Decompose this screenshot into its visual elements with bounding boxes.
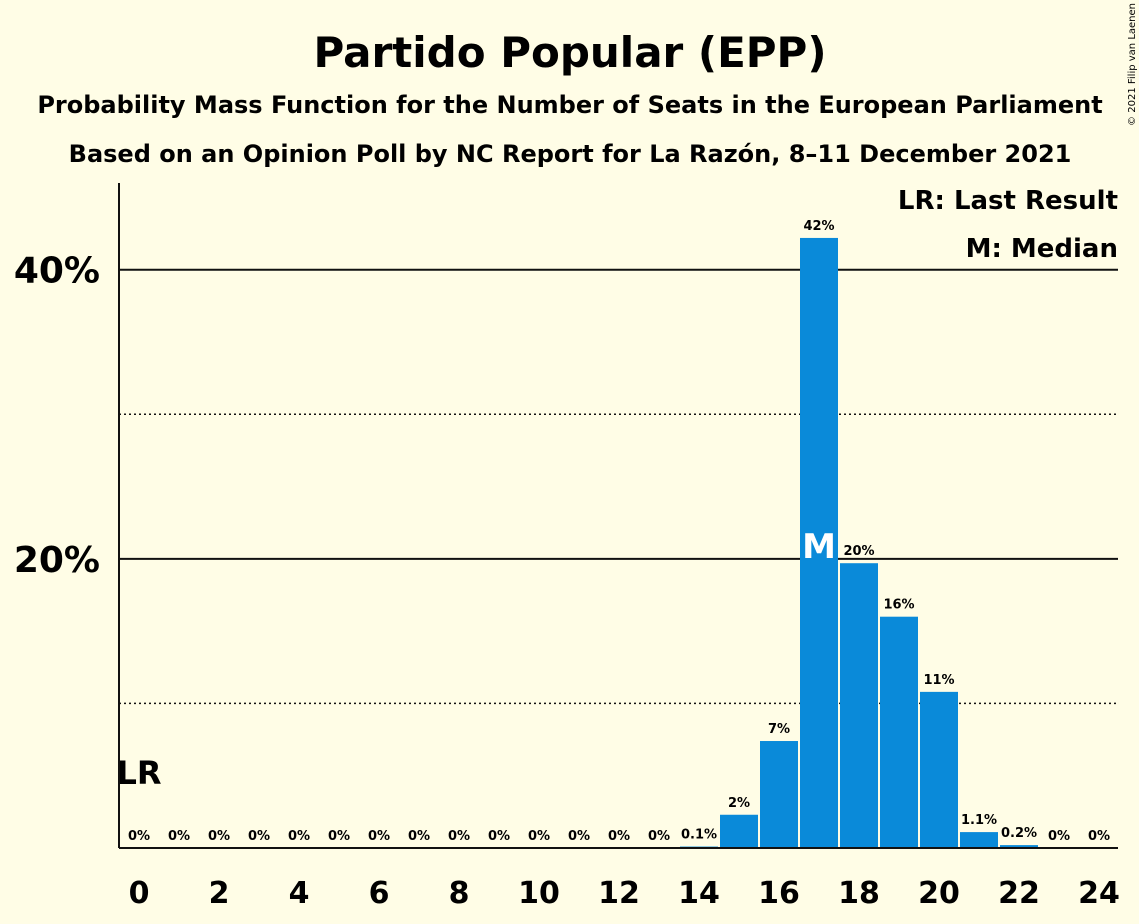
y-tick-label: 40%	[14, 251, 100, 292]
bar-label-seats-15: 2%	[728, 796, 750, 811]
chart-title: Partido Popular (EPP)	[313, 28, 826, 77]
bar-seats-15	[720, 814, 758, 848]
bar-seats-18	[840, 563, 878, 848]
bar-label-seats-14: 0.1%	[681, 828, 717, 843]
bar-label-seats-12: 0%	[608, 829, 630, 844]
x-tick-label: 22	[998, 876, 1040, 911]
last-result-marker: LR	[116, 754, 161, 792]
chart-subtitle: Probability Mass Function for the Number…	[37, 91, 1102, 119]
bar-label-seats-18: 20%	[843, 544, 874, 559]
bar-seats-16	[760, 741, 798, 848]
bar-label-seats-2: 0%	[208, 829, 230, 844]
legend-median: M: Median	[966, 234, 1118, 264]
x-tick-label: 8	[449, 876, 470, 911]
x-tick-label: 2	[209, 876, 230, 911]
bar-seats-17	[800, 237, 838, 848]
bar-label-seats-7: 0%	[408, 829, 430, 844]
y-axis-ticks: 20% 40%	[14, 251, 100, 581]
bar-label-seats-20: 11%	[923, 673, 954, 688]
legend-last-result: LR: Last Result	[898, 186, 1118, 216]
x-tick-label: 18	[838, 876, 880, 911]
bar-label-seats-19: 16%	[883, 598, 914, 613]
bar-labels: 0% 0% 0% 0% 0% 0% 0% 0% 0% 0% 0% 0% 0% 0% 0.1% 2% 7% 42% 2…	[128, 219, 1110, 844]
bar-seats-20	[920, 691, 958, 848]
legend: LR: Last Result M: Median	[898, 186, 1118, 264]
x-axis-ticks: 0 2 4 6 8 10 12 14 16 18 20 22 24	[129, 876, 1120, 911]
x-tick-label: 24	[1078, 876, 1120, 911]
x-tick-label: 10	[518, 876, 560, 911]
x-tick-label: 6	[369, 876, 390, 911]
bar-label-seats-9: 0%	[488, 829, 510, 844]
bar-label-seats-10: 0%	[528, 829, 550, 844]
bar-seats-22	[1000, 845, 1038, 848]
bar-label-seats-3: 0%	[248, 829, 270, 844]
bar-seats-19	[880, 616, 918, 848]
x-tick-label: 14	[678, 876, 720, 911]
bar-label-seats-23: 0%	[1048, 829, 1070, 844]
bar-label-seats-4: 0%	[288, 829, 310, 844]
bar-label-seats-16: 7%	[768, 722, 790, 737]
chart-subtitle-poll: Based on an Opinion Poll by NC Report fo…	[69, 140, 1072, 168]
y-tick-label: 20%	[14, 540, 100, 581]
bar-label-seats-21: 1.1%	[961, 813, 997, 828]
bar-label-seats-1: 0%	[168, 829, 190, 844]
copyright-notice: © 2021 Filip van Laenen	[1127, 3, 1138, 126]
markers: LR M	[116, 527, 835, 792]
bar-label-seats-6: 0%	[368, 829, 390, 844]
bar-label-seats-5: 0%	[328, 829, 350, 844]
bar-label-seats-22: 0.2%	[1001, 826, 1037, 841]
x-tick-label: 16	[758, 876, 800, 911]
median-marker: M	[802, 527, 836, 567]
x-tick-label: 4	[289, 876, 310, 911]
x-tick-label: 20	[918, 876, 960, 911]
bars	[680, 237, 1038, 848]
bar-label-seats-13: 0%	[648, 829, 670, 844]
bar-label-seats-0: 0%	[128, 829, 150, 844]
x-tick-label: 12	[598, 876, 640, 911]
x-tick-label: 0	[129, 876, 150, 911]
bar-label-seats-24: 0%	[1088, 829, 1110, 844]
bar-label-seats-8: 0%	[448, 829, 470, 844]
bar-label-seats-11: 0%	[568, 829, 590, 844]
gridlines	[119, 268, 1118, 705]
bar-label-seats-17: 42%	[803, 219, 834, 234]
bar-seats-21	[960, 832, 998, 848]
